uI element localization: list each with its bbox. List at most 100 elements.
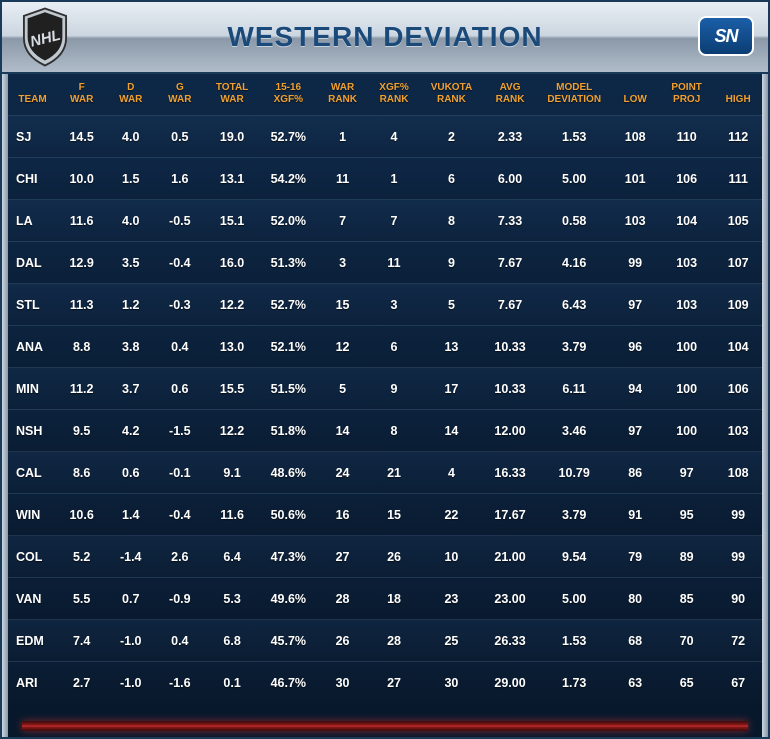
cell: 11.6 — [57, 200, 106, 242]
table-row: ANA8.83.80.413.052.1%1261310.333.7996100… — [8, 326, 762, 368]
cell: 0.4 — [155, 620, 204, 662]
table-row: CAL8.60.6-0.19.148.6%2421416.3310.798697… — [8, 452, 762, 494]
cell: 26 — [368, 536, 419, 578]
cell: 91 — [611, 494, 659, 536]
cell: 100 — [659, 368, 714, 410]
cell: 103 — [659, 242, 714, 284]
cell: 4.16 — [537, 242, 611, 284]
col-header: 15-16XGF% — [260, 74, 317, 116]
cell: 100 — [659, 410, 714, 452]
cell: VAN — [8, 578, 57, 620]
table-row: CHI10.01.51.613.154.2%11166.005.00101106… — [8, 158, 762, 200]
cell: 6.00 — [483, 158, 537, 200]
cell: 5.00 — [537, 158, 611, 200]
nhl-logo: NHL — [14, 6, 76, 68]
cell: 26.33 — [483, 620, 537, 662]
cell: 5.00 — [537, 578, 611, 620]
cell: 6 — [420, 158, 483, 200]
cell: 7.67 — [483, 284, 537, 326]
cell: 11 — [368, 242, 419, 284]
cell: 18 — [368, 578, 419, 620]
cell: 95 — [659, 494, 714, 536]
table-body: SJ14.54.00.519.052.7%1422.331.5310811011… — [8, 116, 762, 704]
cell: 51.8% — [260, 410, 317, 452]
cell: 5.2 — [57, 536, 106, 578]
cell: 10.6 — [57, 494, 106, 536]
cell: 103 — [714, 410, 762, 452]
cell: 86 — [611, 452, 659, 494]
cell: 2.33 — [483, 116, 537, 158]
cell: ANA — [8, 326, 57, 368]
cell: 0.7 — [106, 578, 155, 620]
cell: 10.33 — [483, 326, 537, 368]
cell: 2.7 — [57, 662, 106, 704]
cell: 7.4 — [57, 620, 106, 662]
col-header: AVGRANK — [483, 74, 537, 116]
cell: -1.0 — [106, 662, 155, 704]
cell: 11.2 — [57, 368, 106, 410]
cell: 3.8 — [106, 326, 155, 368]
cell: 3.5 — [106, 242, 155, 284]
cell: 8 — [368, 410, 419, 452]
table-row: STL11.31.2-0.312.252.7%15357.676.4397103… — [8, 284, 762, 326]
cell: 6.8 — [204, 620, 259, 662]
cell: 4.0 — [106, 116, 155, 158]
cell: 15.5 — [204, 368, 259, 410]
cell: 25 — [420, 620, 483, 662]
cell: -0.4 — [155, 494, 204, 536]
cell: 90 — [714, 578, 762, 620]
cell: 9.5 — [57, 410, 106, 452]
cell: 4.0 — [106, 200, 155, 242]
cell: 9 — [368, 368, 419, 410]
col-header: HIGH — [714, 74, 762, 116]
cell: 51.5% — [260, 368, 317, 410]
cell: 111 — [714, 158, 762, 200]
cell: 17.67 — [483, 494, 537, 536]
cell: 14 — [317, 410, 368, 452]
col-header: TOTALWAR — [204, 74, 259, 116]
table-row: WIN10.61.4-0.411.650.6%16152217.673.7991… — [8, 494, 762, 536]
table-row: MIN11.23.70.615.551.5%591710.336.1194100… — [8, 368, 762, 410]
cell: 9.1 — [204, 452, 259, 494]
cell: 1.53 — [537, 116, 611, 158]
cell: 15.1 — [204, 200, 259, 242]
cell: 104 — [714, 326, 762, 368]
cell: CAL — [8, 452, 57, 494]
cell: -0.1 — [155, 452, 204, 494]
cell: DAL — [8, 242, 57, 284]
cell: 0.5 — [155, 116, 204, 158]
table-container: TEAMFWARDWARGWARTOTALWAR15-16XGF%WARRANK… — [2, 74, 768, 704]
cell: 1.2 — [106, 284, 155, 326]
cell: SJ — [8, 116, 57, 158]
cell: 6.43 — [537, 284, 611, 326]
cell: -1.0 — [106, 620, 155, 662]
cell: 23 — [420, 578, 483, 620]
cell: -1.5 — [155, 410, 204, 452]
sn-logo: SN — [698, 16, 754, 56]
table-head: TEAMFWARDWARGWARTOTALWAR15-16XGF%WARRANK… — [8, 74, 762, 116]
cell: 3 — [368, 284, 419, 326]
cell: -0.5 — [155, 200, 204, 242]
cell: 99 — [714, 494, 762, 536]
table-row: VAN5.50.7-0.95.349.6%28182323.005.008085… — [8, 578, 762, 620]
cell: 29.00 — [483, 662, 537, 704]
cell: 3 — [317, 242, 368, 284]
cell: 7 — [317, 200, 368, 242]
cell: -1.6 — [155, 662, 204, 704]
cell: 70 — [659, 620, 714, 662]
cell: 1 — [317, 116, 368, 158]
cell: 50.6% — [260, 494, 317, 536]
cell: 11 — [317, 158, 368, 200]
cell: 10 — [420, 536, 483, 578]
cell: 11.6 — [204, 494, 259, 536]
cell: STL — [8, 284, 57, 326]
cell: 27 — [368, 662, 419, 704]
cell: 3.7 — [106, 368, 155, 410]
cell: 12.2 — [204, 410, 259, 452]
right-rail — [762, 74, 768, 737]
cell: 72 — [714, 620, 762, 662]
cell: -0.4 — [155, 242, 204, 284]
cell: 106 — [714, 368, 762, 410]
cell: 12.2 — [204, 284, 259, 326]
cell: 21 — [368, 452, 419, 494]
